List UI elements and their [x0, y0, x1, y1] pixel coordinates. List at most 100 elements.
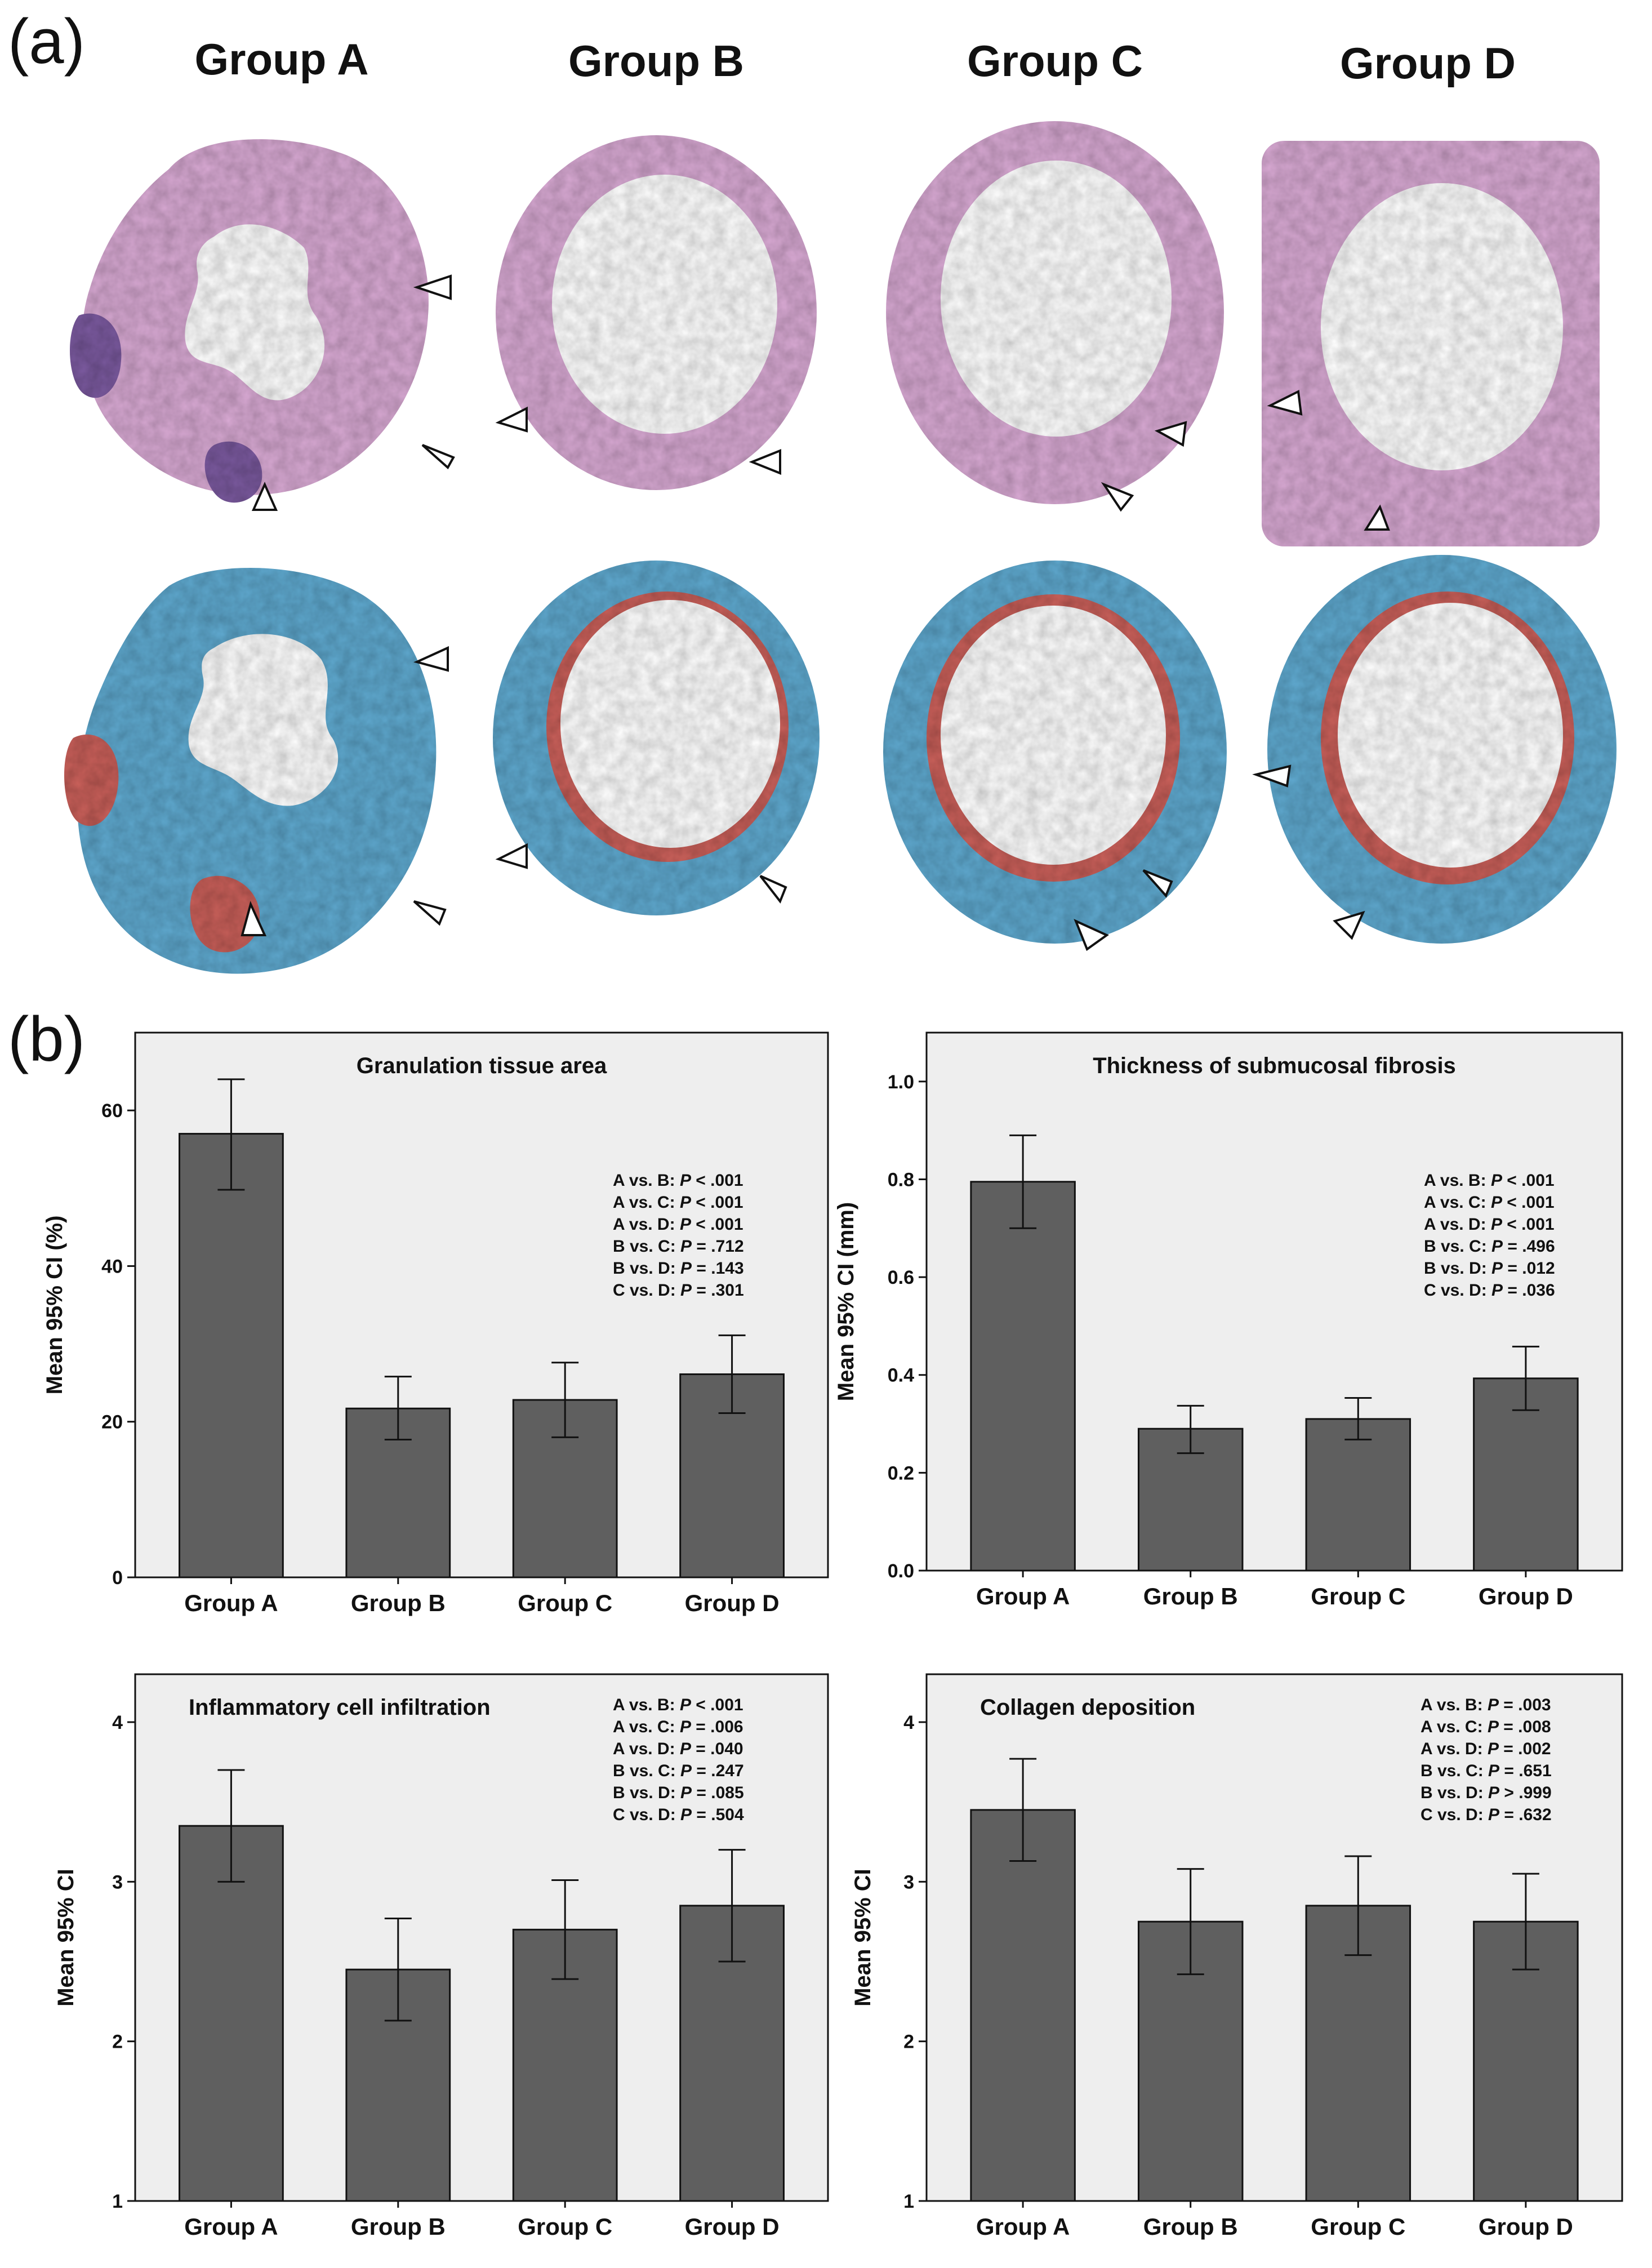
- p-value: .008: [1518, 1718, 1551, 1736]
- arrowhead-marker: [1142, 869, 1173, 898]
- arrowhead-marker: [749, 449, 781, 475]
- y-tick-label: 20: [101, 1412, 123, 1433]
- y-tick-label: 2: [112, 2031, 123, 2053]
- p-value-symbol: P: [1488, 1784, 1500, 1802]
- p-value-comparison: C vs. D:: [613, 1805, 676, 1824]
- y-tick-label: 0.2: [888, 1462, 914, 1484]
- arrowhead-marker: [421, 444, 455, 470]
- arrowhead-marker: [495, 843, 528, 869]
- p-value-line: B vs. D: P = .085: [613, 1784, 744, 1802]
- bar-chart-3: Inflammatory cell infiltration 1 2 3 4 Mean 9…: [54, 1673, 829, 2240]
- p-value-relation: =: [696, 1740, 706, 1758]
- y-axis-label: Mean 95% CI (mm): [834, 1202, 858, 1401]
- p-value-symbol: P: [680, 1718, 692, 1736]
- y-tick-label: 1.0: [888, 1071, 914, 1093]
- p-value-line: C vs. D: P = .632: [1421, 1805, 1552, 1824]
- p-value: .001: [1521, 1193, 1554, 1212]
- p-value-comparison: A vs. B:: [1424, 1171, 1486, 1190]
- p-value-comparison: A vs. B:: [613, 1171, 675, 1190]
- p-value: .036: [1522, 1281, 1555, 1300]
- panel-a-label: (a): [8, 6, 85, 77]
- bar: [179, 1133, 284, 1578]
- p-value-symbol: P: [680, 1805, 692, 1824]
- p-value-symbol: P: [1488, 1696, 1499, 1714]
- bar: [970, 1181, 1076, 1572]
- arrowhead-marker: [413, 646, 449, 672]
- chart-title: Inflammatory cell infiltration: [189, 1695, 491, 1720]
- arrowhead-marker: [1101, 482, 1134, 512]
- arrowhead-marker: [495, 406, 528, 433]
- p-value-relation: =: [1507, 1237, 1517, 1256]
- p-value-relation: =: [696, 1718, 706, 1736]
- p-value-relation: =: [1504, 1762, 1514, 1780]
- p-value: .496: [1522, 1237, 1555, 1256]
- p-value-line: A vs. D: P < .001: [613, 1215, 743, 1234]
- p-value-relation: =: [1507, 1281, 1517, 1300]
- p-value-relation: <: [1507, 1193, 1517, 1212]
- p-value-comparison: C vs. D:: [1424, 1281, 1487, 1300]
- p-value-line: A vs. C: P < .001: [613, 1193, 743, 1212]
- x-tick-label: Group B: [351, 2213, 446, 2240]
- bar: [970, 1809, 1076, 2202]
- p-value-symbol: P: [680, 1215, 692, 1234]
- y-tick-label: 4: [903, 1712, 914, 1733]
- p-value-symbol: P: [1488, 1762, 1500, 1780]
- p-value-relation: <: [696, 1171, 706, 1190]
- arrowhead-marker: [413, 274, 452, 300]
- arrowhead-marker: [759, 875, 787, 904]
- p-value: .001: [710, 1171, 743, 1190]
- p-value: .301: [711, 1281, 743, 1300]
- p-value-symbol: P: [1491, 1215, 1503, 1234]
- arrowhead-markers: [241, 274, 1390, 951]
- p-value-relation: =: [1504, 1805, 1514, 1824]
- p-value-relation: =: [1503, 1740, 1513, 1758]
- p-value: .504: [711, 1805, 744, 1824]
- x-tick-label: Group A: [184, 1590, 278, 1616]
- p-value-comparison: B vs. D:: [1424, 1259, 1487, 1278]
- x-tick-label: Group C: [518, 1590, 612, 1616]
- p-value-symbol: P: [1491, 1259, 1503, 1278]
- x-tick-label: Group D: [1479, 2213, 1573, 2240]
- micrograph-mt-group-b: [493, 561, 820, 915]
- arrowhead-marker: [1252, 764, 1292, 788]
- y-tick-label: 3: [903, 1871, 914, 1893]
- p-value-symbol: P: [1488, 1740, 1499, 1758]
- micrograph-mt-group-a: [64, 567, 437, 974]
- p-value-comparison: A vs. C:: [613, 1718, 675, 1736]
- micrograph-row-mt: [64, 555, 1617, 974]
- p-value-line: A vs. C: P < .001: [1424, 1193, 1555, 1212]
- p-value-relation: =: [696, 1259, 706, 1278]
- x-tick-label: Group D: [685, 2213, 780, 2240]
- p-value-line: A vs. B: P < .001: [613, 1171, 743, 1190]
- p-value-symbol: P: [1491, 1193, 1503, 1212]
- p-value-relation: =: [696, 1281, 706, 1300]
- p-value-relation: =: [1507, 1259, 1517, 1278]
- p-value-comparison: A vs. B:: [1421, 1696, 1483, 1714]
- p-value-comparison: B vs. D:: [613, 1259, 676, 1278]
- p-value-line: B vs. D: P > .999: [1421, 1784, 1552, 1802]
- p-value-comparison: A vs. D:: [1424, 1215, 1486, 1234]
- p-value-line: C vs. D: P = .301: [613, 1281, 744, 1300]
- p-value: .012: [1522, 1259, 1555, 1278]
- bar-chart-1: Granulation tissue area 0 20 40 60 Mean 95% C…: [42, 1031, 829, 1616]
- p-value-comparison: B vs. C:: [613, 1762, 676, 1780]
- p-value-comparison: A vs. C:: [1424, 1193, 1486, 1212]
- y-tick-label: 2: [903, 2031, 914, 2053]
- p-value-relation: <: [1507, 1171, 1517, 1190]
- p-value-comparison: A vs. C:: [613, 1193, 675, 1212]
- p-value-relation: =: [696, 1805, 706, 1824]
- p-value-line: A vs. B: P < .001: [1424, 1171, 1555, 1190]
- y-tick-label: 40: [101, 1256, 123, 1277]
- chart-title: Granulation tissue area: [357, 1053, 607, 1078]
- p-value-relation: =: [696, 1762, 706, 1780]
- bar-chart-2: Thickness of submucosal fibrosis 0.0 0.2 0.…: [834, 1031, 1623, 1609]
- p-value-line: B vs. C: P = .496: [1424, 1237, 1555, 1256]
- micrograph-row-he: [69, 121, 1600, 546]
- micrograph-mt-group-c: [883, 561, 1227, 944]
- p-value-line: A vs. D: P = .002: [1421, 1740, 1551, 1758]
- p-value-line: B vs. C: P = .712: [613, 1237, 744, 1256]
- x-tick-label: Group D: [1479, 1583, 1573, 1609]
